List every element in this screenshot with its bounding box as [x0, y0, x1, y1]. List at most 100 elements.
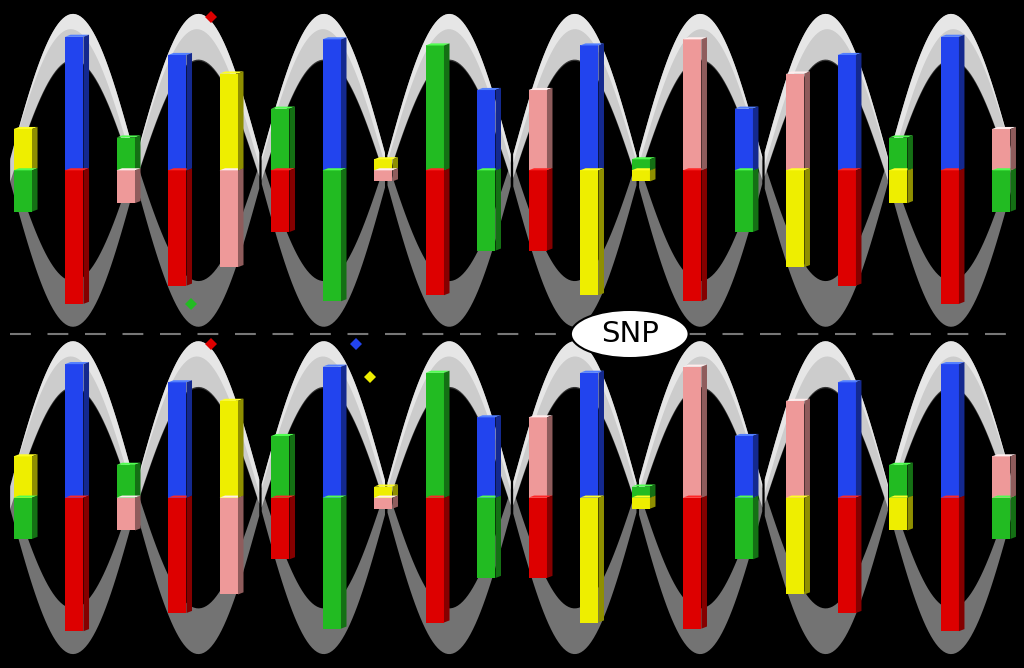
Polygon shape — [889, 138, 907, 170]
Polygon shape — [13, 168, 38, 170]
Polygon shape — [786, 498, 805, 595]
Polygon shape — [13, 498, 32, 539]
Polygon shape — [734, 434, 759, 436]
Polygon shape — [271, 436, 290, 498]
Polygon shape — [238, 168, 244, 267]
Polygon shape — [547, 415, 553, 498]
Polygon shape — [387, 162, 511, 327]
Polygon shape — [940, 498, 958, 631]
Polygon shape — [650, 168, 655, 182]
Polygon shape — [650, 157, 655, 170]
Polygon shape — [13, 129, 32, 170]
Polygon shape — [10, 341, 133, 494]
Polygon shape — [513, 343, 637, 508]
Polygon shape — [891, 486, 1014, 654]
Polygon shape — [186, 380, 193, 498]
Polygon shape — [13, 496, 38, 498]
Polygon shape — [238, 399, 244, 498]
Polygon shape — [387, 341, 511, 490]
Polygon shape — [13, 456, 32, 498]
Polygon shape — [341, 365, 346, 498]
Polygon shape — [786, 401, 805, 498]
Polygon shape — [734, 498, 753, 559]
Polygon shape — [598, 43, 604, 170]
Polygon shape — [891, 14, 1014, 166]
Polygon shape — [135, 496, 140, 530]
Polygon shape — [528, 496, 553, 498]
Polygon shape — [940, 364, 958, 498]
Polygon shape — [632, 498, 650, 509]
Polygon shape — [168, 170, 186, 286]
Polygon shape — [856, 380, 861, 498]
Polygon shape — [889, 498, 907, 530]
Polygon shape — [444, 496, 450, 623]
Polygon shape — [683, 39, 701, 170]
Polygon shape — [117, 465, 135, 498]
Polygon shape — [632, 157, 655, 159]
Polygon shape — [786, 496, 810, 498]
Polygon shape — [219, 399, 244, 401]
Polygon shape — [838, 382, 856, 498]
Polygon shape — [84, 496, 89, 631]
Polygon shape — [734, 496, 759, 498]
Polygon shape — [838, 496, 861, 498]
Polygon shape — [639, 488, 762, 654]
Polygon shape — [734, 107, 759, 109]
Polygon shape — [753, 168, 759, 232]
Polygon shape — [168, 382, 186, 498]
Polygon shape — [765, 15, 888, 182]
Polygon shape — [580, 45, 598, 170]
Polygon shape — [238, 496, 244, 595]
Polygon shape — [632, 159, 650, 170]
Polygon shape — [940, 168, 965, 170]
Polygon shape — [323, 365, 346, 367]
Polygon shape — [734, 170, 753, 232]
Polygon shape — [374, 170, 392, 182]
Polygon shape — [32, 454, 38, 498]
Polygon shape — [426, 45, 444, 170]
Polygon shape — [135, 136, 140, 170]
Polygon shape — [444, 168, 450, 295]
Polygon shape — [135, 463, 140, 498]
Polygon shape — [84, 35, 89, 170]
Polygon shape — [271, 168, 295, 170]
Polygon shape — [477, 168, 501, 170]
Polygon shape — [786, 399, 810, 401]
Polygon shape — [374, 157, 398, 159]
Polygon shape — [117, 496, 140, 498]
Polygon shape — [341, 37, 346, 170]
Polygon shape — [392, 484, 398, 498]
Polygon shape — [323, 170, 341, 301]
Polygon shape — [598, 168, 604, 295]
Polygon shape — [496, 88, 501, 170]
Polygon shape — [477, 418, 496, 498]
Polygon shape — [117, 463, 140, 465]
Polygon shape — [580, 496, 604, 498]
Polygon shape — [374, 159, 392, 170]
Polygon shape — [168, 55, 186, 170]
Polygon shape — [426, 168, 450, 170]
Polygon shape — [639, 14, 762, 180]
Polygon shape — [426, 373, 444, 498]
Polygon shape — [271, 498, 290, 559]
Polygon shape — [547, 88, 553, 170]
Polygon shape — [547, 168, 553, 250]
Polygon shape — [528, 168, 553, 170]
Polygon shape — [889, 465, 907, 498]
Polygon shape — [683, 37, 707, 39]
Polygon shape — [392, 157, 398, 170]
Polygon shape — [765, 341, 888, 493]
Polygon shape — [10, 14, 133, 182]
Polygon shape — [84, 362, 89, 498]
Polygon shape — [639, 15, 762, 181]
Polygon shape — [117, 136, 140, 138]
Polygon shape — [765, 14, 888, 166]
Polygon shape — [639, 14, 762, 164]
Polygon shape — [374, 496, 398, 498]
Polygon shape — [513, 341, 637, 506]
Polygon shape — [13, 170, 32, 212]
Polygon shape — [958, 35, 965, 170]
Polygon shape — [528, 90, 547, 170]
Ellipse shape — [571, 310, 688, 358]
Polygon shape — [513, 14, 637, 179]
